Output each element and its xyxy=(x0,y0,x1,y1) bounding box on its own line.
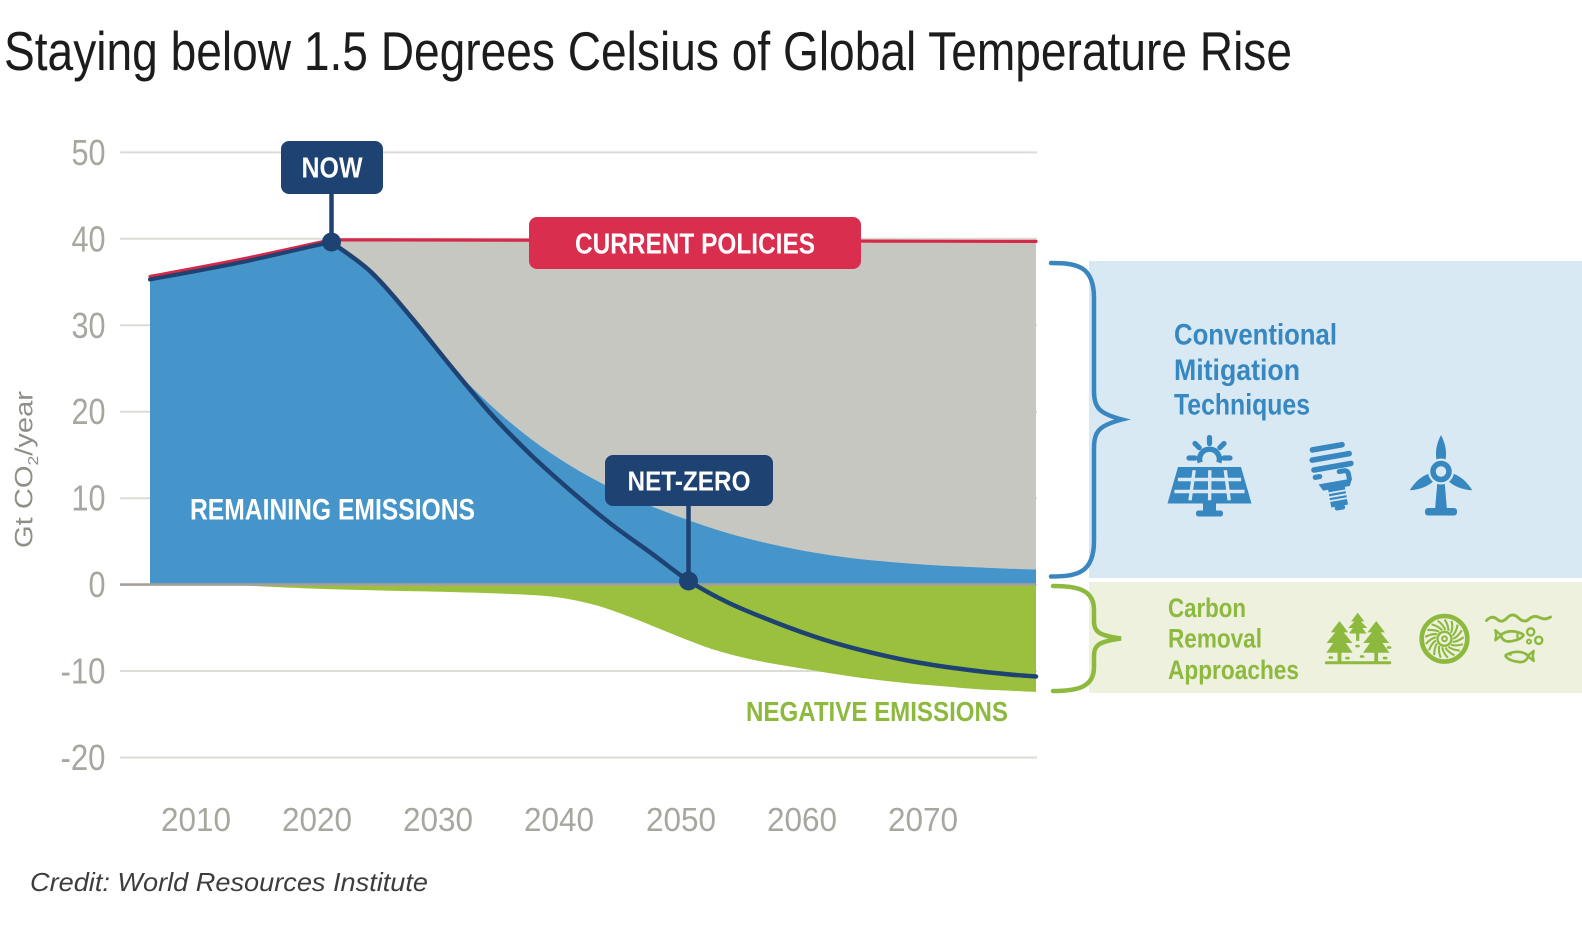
svg-text:Staying below 1.5 Degrees Cels: Staying below 1.5 Degrees Celsius of Glo… xyxy=(4,20,1292,82)
svg-text:2070: 2070 xyxy=(888,801,958,838)
svg-text:10: 10 xyxy=(72,478,106,519)
svg-text:-20: -20 xyxy=(61,737,106,778)
svg-text:Credit: World Resources Instit: Credit: World Resources Institute xyxy=(30,867,428,897)
svg-text:20: 20 xyxy=(72,391,106,432)
svg-text:Techniques: Techniques xyxy=(1174,389,1310,422)
svg-text:2050: 2050 xyxy=(646,801,716,838)
svg-text:Approaches: Approaches xyxy=(1168,655,1299,685)
svg-text:Gt CO2/year: Gt CO2/year xyxy=(11,391,43,548)
svg-text:NET-ZERO: NET-ZERO xyxy=(628,466,751,497)
svg-text:50: 50 xyxy=(72,132,106,173)
svg-text:Conventional: Conventional xyxy=(1174,319,1337,352)
svg-text:30: 30 xyxy=(72,305,106,346)
svg-text:2060: 2060 xyxy=(767,801,837,838)
svg-text:2040: 2040 xyxy=(524,801,594,838)
svg-text:40: 40 xyxy=(72,218,106,259)
svg-text:NOW: NOW xyxy=(302,153,364,185)
svg-text:2030: 2030 xyxy=(403,801,473,838)
svg-text:0: 0 xyxy=(89,564,106,605)
svg-text:2010: 2010 xyxy=(161,801,231,838)
svg-text:CURRENT POLICIES: CURRENT POLICIES xyxy=(575,229,815,261)
svg-text:NEGATIVE EMISSIONS: NEGATIVE EMISSIONS xyxy=(746,696,1008,727)
svg-text:Mitigation: Mitigation xyxy=(1174,354,1300,387)
svg-text:Removal: Removal xyxy=(1168,624,1262,654)
svg-text:2020: 2020 xyxy=(282,801,352,838)
svg-text:-10: -10 xyxy=(61,651,106,692)
svg-text:REMAINING EMISSIONS: REMAINING EMISSIONS xyxy=(190,494,475,527)
svg-text:Carbon: Carbon xyxy=(1168,593,1246,623)
